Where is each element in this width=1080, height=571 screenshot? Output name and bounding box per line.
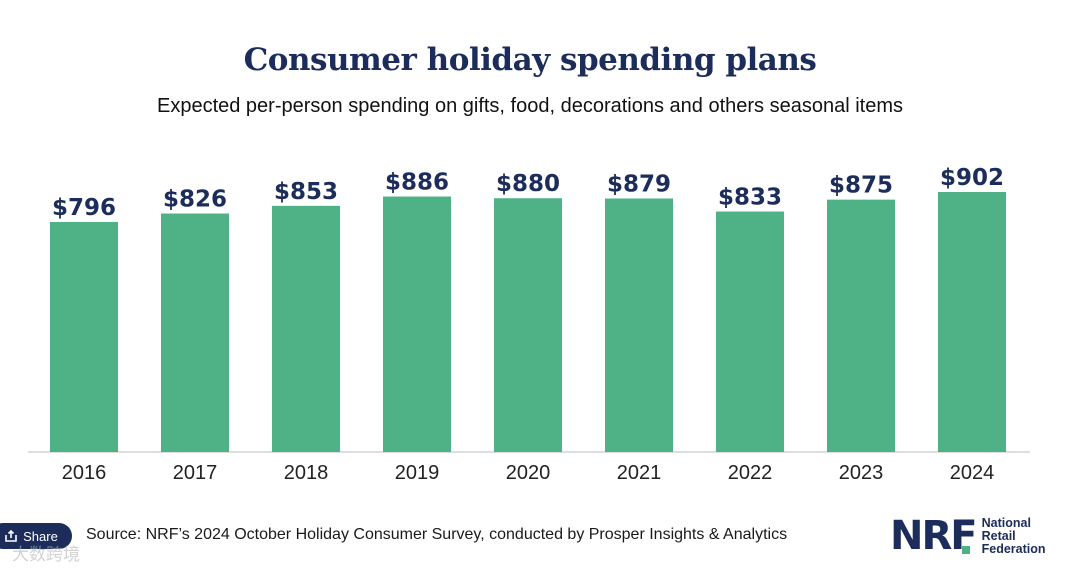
x-tick-label-2020: 2020	[506, 462, 551, 484]
x-tick-label-2016: 2016	[62, 462, 107, 484]
nrf-logo: NRF National Retail Federation	[890, 516, 1046, 556]
bar-2018	[272, 205, 340, 452]
share-button[interactable]: Share	[0, 523, 72, 549]
bar-2022	[716, 211, 784, 452]
x-tick-label-2017: 2017	[173, 462, 218, 484]
x-tick-label-2019: 2019	[395, 462, 440, 484]
chart-subtitle: Expected per-person spending on gifts, f…	[156, 95, 903, 117]
value-label-2022: $833	[718, 185, 782, 211]
value-label-2018: $853	[274, 179, 338, 205]
bar-2020	[494, 198, 562, 452]
x-tick-label-2018: 2018	[284, 462, 329, 484]
bar-2019	[383, 196, 451, 452]
value-label-2023: $875	[829, 173, 893, 199]
bar-2016	[50, 222, 118, 452]
nrf-logo-mark: NRF	[890, 513, 978, 559]
bar-2021	[605, 198, 673, 452]
x-tick-label-2022: 2022	[728, 462, 773, 484]
chart-title: Consumer holiday spending plans	[243, 42, 817, 78]
bar-2024	[938, 192, 1006, 452]
source-note: Source: NRF’s 2024 October Holiday Consu…	[86, 526, 788, 543]
share-button-label: Share	[23, 528, 58, 544]
bar-2017	[161, 213, 229, 452]
value-label-2016: $796	[52, 195, 116, 221]
bar-2023	[827, 199, 895, 452]
value-label-2024: $902	[940, 165, 1004, 191]
value-label-2021: $879	[607, 172, 671, 198]
nrf-logo-text: National Retail Federation	[981, 515, 1046, 556]
x-tick-label-2023: 2023	[839, 462, 884, 484]
share-icon	[5, 529, 17, 542]
value-label-2020: $880	[496, 171, 560, 197]
value-label-2017: $826	[163, 187, 227, 213]
x-tick-label-2024: 2024	[950, 462, 995, 484]
watermark: 大数跨境	[12, 545, 80, 565]
value-label-2019: $886	[385, 170, 449, 196]
x-tick-label-2021: 2021	[617, 462, 662, 484]
